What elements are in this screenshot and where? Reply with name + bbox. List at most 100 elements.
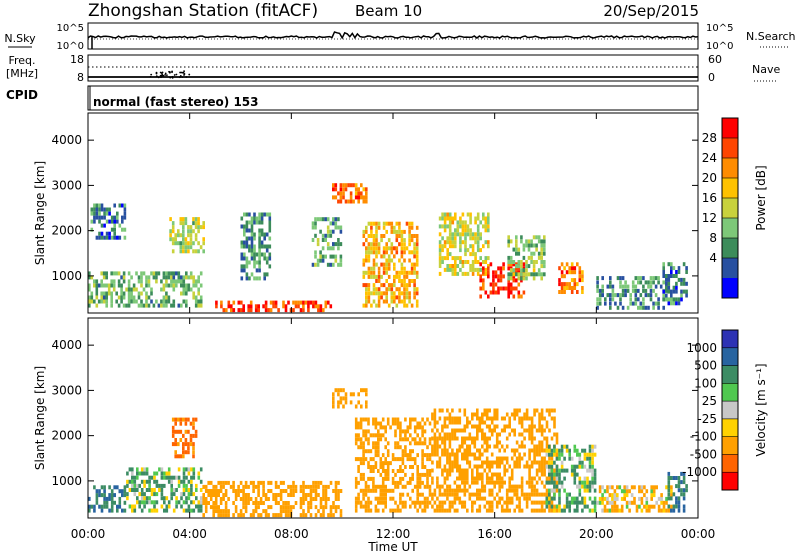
heatmap-cell	[158, 488, 161, 492]
heatmap-cell	[433, 452, 437, 457]
heatmap-cell	[446, 424, 449, 429]
heatmap-cell	[189, 421, 193, 426]
heatmap-cell	[377, 469, 380, 473]
heatmap-cell	[508, 464, 511, 469]
heatmap-cell	[327, 513, 330, 518]
heatmap-cell	[370, 221, 373, 226]
heatmap-cell	[530, 484, 534, 489]
heatmap-cell	[143, 471, 146, 476]
heatmap-cell	[680, 492, 683, 497]
heatmap-cell	[105, 211, 109, 216]
heatmap-cell	[263, 244, 266, 249]
heatmap-cell	[121, 203, 124, 208]
heatmap-cell	[493, 484, 496, 489]
heatmap-cell	[568, 266, 571, 271]
heatmap-cell	[578, 480, 582, 485]
heatmap-cell	[282, 480, 285, 485]
heatmap-cell	[152, 275, 156, 280]
freq-unit-label: [MHz]	[6, 67, 38, 80]
heatmap-cell	[505, 504, 509, 509]
heatmap-cell	[493, 408, 496, 413]
heatmap-cell	[464, 236, 467, 241]
heatmap-cell	[481, 480, 484, 485]
heatmap-cell	[525, 428, 529, 433]
heatmap-cell	[578, 274, 582, 279]
heatmap-cell	[682, 281, 686, 286]
heatmap-cell	[386, 449, 390, 454]
heatmap-cell	[370, 274, 373, 279]
heatmap-cell	[588, 452, 592, 457]
heatmap-cell	[469, 220, 472, 225]
heatmap-cell	[482, 244, 485, 249]
heatmap-cell	[381, 453, 385, 458]
heatmap-cell	[443, 448, 447, 453]
heatmap-cell	[563, 488, 566, 493]
heatmap-cell	[481, 444, 484, 449]
heatmap-cell	[456, 220, 460, 225]
heatmap-cell	[456, 464, 459, 469]
heatmap-cell	[418, 441, 422, 446]
heatmap-cell	[93, 504, 96, 509]
heatmap-cell	[385, 295, 388, 300]
heatmap-cell	[553, 444, 556, 449]
heatmap-cell	[525, 412, 529, 417]
heatmap-cell	[97, 299, 101, 304]
heatmap-cell	[237, 493, 240, 497]
heatmap-cell	[380, 262, 383, 267]
heatmap-cell	[289, 509, 293, 514]
heatmap-cell	[535, 488, 539, 493]
heatmap-cell	[408, 295, 411, 300]
heatmap-cell	[319, 304, 323, 309]
heatmap-cell	[479, 220, 482, 225]
heatmap-cell	[488, 464, 491, 469]
heatmap-cell	[339, 489, 343, 493]
heatmap-cell	[212, 505, 215, 510]
freq-point	[160, 76, 162, 79]
heatmap-cell	[463, 456, 467, 461]
heatmap-cell	[219, 484, 223, 489]
heatmap-cell	[375, 238, 378, 243]
heatmap-cell	[626, 305, 630, 310]
heatmap-cell	[324, 300, 328, 305]
heatmap-cell	[299, 484, 303, 489]
heatmap-cell	[560, 464, 564, 469]
heatmap-cell	[209, 493, 213, 497]
heatmap-cell	[279, 489, 283, 493]
heatmap-cell	[454, 267, 457, 272]
heatmap-cell	[393, 299, 396, 304]
heatmap-cell	[525, 496, 529, 501]
heatmap-cell	[113, 227, 116, 232]
heatmap-cell	[145, 283, 148, 288]
heatmap-cell	[436, 484, 439, 489]
heatmap-cell	[642, 297, 645, 302]
heatmap-cell	[174, 454, 177, 459]
heatmap-cell	[309, 300, 313, 305]
heatmap-cell	[224, 505, 228, 510]
heatmap-cell	[515, 235, 518, 240]
heatmap-cell	[140, 283, 143, 288]
heatmap-cell	[100, 485, 104, 490]
heatmap-cell	[487, 264, 490, 268]
heatmap-cell	[479, 236, 482, 241]
heatmap-cell	[243, 212, 246, 217]
heatmap-cell	[245, 228, 249, 233]
heatmap-cell	[451, 504, 454, 509]
heatmap-cell	[302, 501, 305, 505]
heatmap-cell	[409, 441, 412, 446]
heatmap-cell	[494, 274, 498, 279]
heatmap-cell	[431, 452, 434, 457]
heatmap-cell	[458, 428, 462, 433]
heatmap-cell	[367, 242, 371, 247]
heatmap-cell	[530, 243, 533, 248]
heatmap-cell	[415, 270, 419, 275]
heatmap-cell	[670, 270, 673, 274]
heatmap-cell	[367, 287, 371, 292]
heatmap-cell	[471, 508, 474, 513]
heatmap-cell	[230, 308, 233, 313]
heatmap-cell	[512, 272, 516, 277]
heatmap-cell	[473, 456, 477, 461]
heatmap-cell	[406, 453, 410, 458]
heatmap-cell	[107, 291, 111, 296]
velocity-heatmap	[88, 388, 688, 518]
heatmap-cell	[384, 437, 387, 442]
